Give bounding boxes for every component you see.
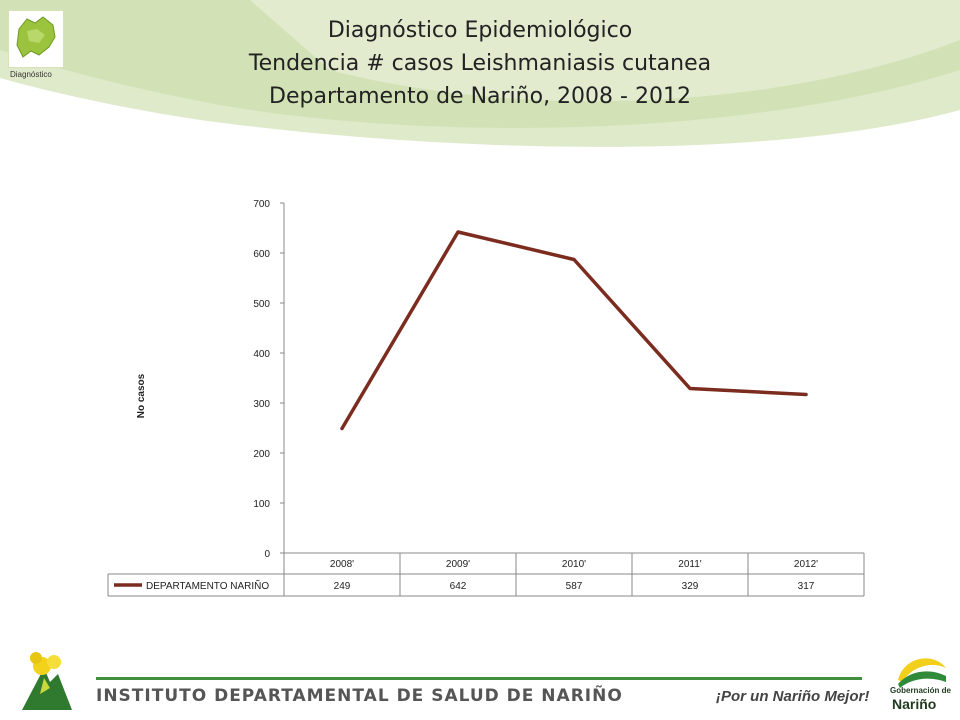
y-axis-label: No casos [136, 373, 147, 418]
x-category-label: 2011' [678, 559, 702, 570]
y-tick-label: 500 [253, 299, 270, 310]
data-table-value: 329 [682, 581, 699, 592]
data-table-value: 249 [334, 581, 351, 592]
data-table-value: 317 [798, 581, 815, 592]
institute-name: INSTITUTO DEPARTAMENTAL DE SALUD DE NARI… [96, 686, 623, 706]
series-line [340, 230, 808, 431]
y-tick-label: 200 [253, 449, 270, 460]
page-title-line-2: Tendencia # casos Leishmaniasis cutanea [248, 51, 712, 76]
gobernacion-logo [898, 658, 946, 688]
institute-flower-logo [22, 652, 72, 710]
x-category-label: 2008' [330, 559, 354, 570]
y-tick-label: 100 [253, 499, 270, 510]
y-tick-label: 300 [253, 399, 270, 410]
department-map-logo [8, 10, 64, 68]
page-title-line-1: Diagnóstico Epidemiológico [327, 18, 633, 43]
header-swoosh [0, 0, 960, 147]
page-title-line-3: Departamento de Nariño, 2008 - 2012 [269, 84, 691, 109]
x-category-label: 2010' [562, 559, 586, 570]
x-category-label: 2009' [446, 559, 470, 570]
data-table-value: 587 [566, 581, 583, 592]
x-category-label: 2012' [794, 559, 818, 570]
data-point [340, 427, 344, 430]
data-point [804, 393, 808, 396]
gobernacion-label: Gobernación de [890, 686, 951, 695]
y-tick-label: 0 [264, 549, 270, 560]
gobernacion-name: Nariño [892, 696, 937, 712]
data-point [572, 258, 576, 261]
slogan: ¡Por un Nariño Mejor! [716, 688, 870, 705]
data-point [688, 387, 692, 390]
legend-label: DEPARTAMENTO NARIÑO [146, 579, 269, 592]
y-tick-label: 600 [253, 249, 270, 260]
y-tick-label: 700 [253, 199, 270, 210]
footer-divider [96, 677, 862, 680]
logo-caption: Diagnóstico [10, 70, 52, 79]
data-point [456, 230, 460, 234]
y-tick-label: 400 [253, 349, 270, 360]
data-table-value: 642 [450, 581, 467, 592]
